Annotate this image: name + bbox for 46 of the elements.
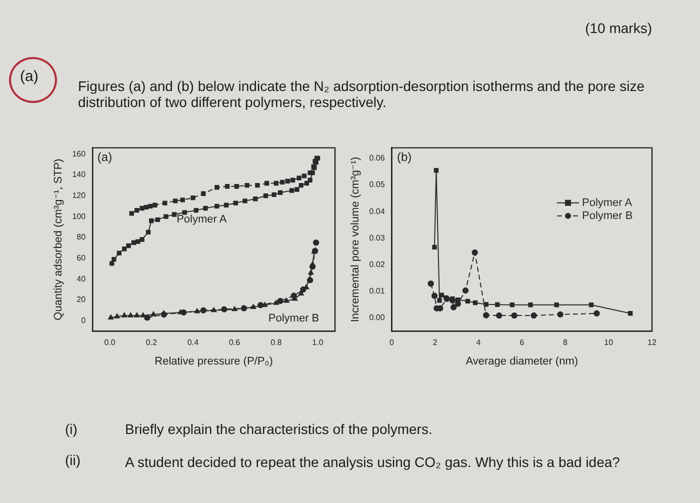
annotation: Polymer A	[176, 213, 228, 226]
y-tick-label: 140	[72, 170, 86, 180]
x-tick-label: 0.2	[146, 338, 158, 348]
annotation: (a)	[97, 150, 112, 164]
y-tick-label: 0.00	[369, 313, 386, 322]
x-tick-label: 8	[563, 338, 568, 348]
y-tick-label: 80	[76, 232, 86, 242]
y-tick-label: 0.05	[369, 180, 386, 190]
annotation: Polymer B	[268, 312, 320, 324]
y-tick-label: 100	[72, 212, 86, 221]
y-tick-label: 40	[76, 274, 86, 284]
x-tick-label: 0.0	[104, 338, 116, 348]
y-tick-label: 160	[72, 149, 86, 158]
y-tick-label: 120	[72, 190, 86, 200]
text: A student decided to repeat the analysis using CO₂ gas. Why this is a bad idea?	[125, 453, 621, 472]
x-tick-label: 0.8	[270, 338, 282, 348]
x-axis-title: Average diameter (nm)	[466, 355, 578, 368]
text: Figures (a) and (b) below indicate the N₂ adsorption-desorption isotherms and the pore size distribution of two different polymers, respectively.	[78, 78, 646, 110]
text: (a)	[20, 68, 38, 85]
x-tick-label: 6	[520, 338, 525, 348]
x-tick-label: 0.4	[187, 338, 200, 348]
text: (i)	[65, 421, 78, 437]
x-tick-label: 12	[648, 338, 657, 348]
x-tick-label: 1.0	[312, 338, 324, 348]
legend-label: Polymer A	[582, 196, 633, 209]
text: (10 marks)	[585, 20, 652, 36]
x-tick-label: 10	[604, 338, 614, 348]
y-tick-label: 0.01	[369, 286, 386, 296]
x-axis-title: Relative pressure (P/P₀)	[154, 355, 273, 368]
legend-label: Polymer B	[582, 210, 633, 222]
annotation: (b)	[396, 150, 412, 164]
y-tick-label: 60	[76, 253, 86, 262]
text: Briefly explain the characteristics of the polymers.	[125, 421, 432, 437]
y-tick-label: 20	[76, 295, 86, 304]
text: (ii)	[65, 452, 81, 468]
x-tick-label: 2	[432, 338, 438, 348]
y-axis-title: Quantity adsorbed (cm³g⁻¹, STP)	[52, 158, 65, 320]
y-tick-label: 0.06	[369, 154, 386, 163]
y-tick-label: 0.04	[369, 206, 386, 216]
x-tick-label: 4	[476, 338, 482, 348]
y-tick-label: 0.02	[369, 260, 386, 269]
y-tick-label: 0	[81, 316, 86, 325]
y-tick-label: 0.03	[369, 233, 386, 242]
x-tick-label: 0.6	[229, 338, 241, 348]
y-axis-title: Incremental pore volume (cm³g⁻¹)	[350, 156, 362, 322]
x-tick-label: 0	[390, 338, 395, 348]
